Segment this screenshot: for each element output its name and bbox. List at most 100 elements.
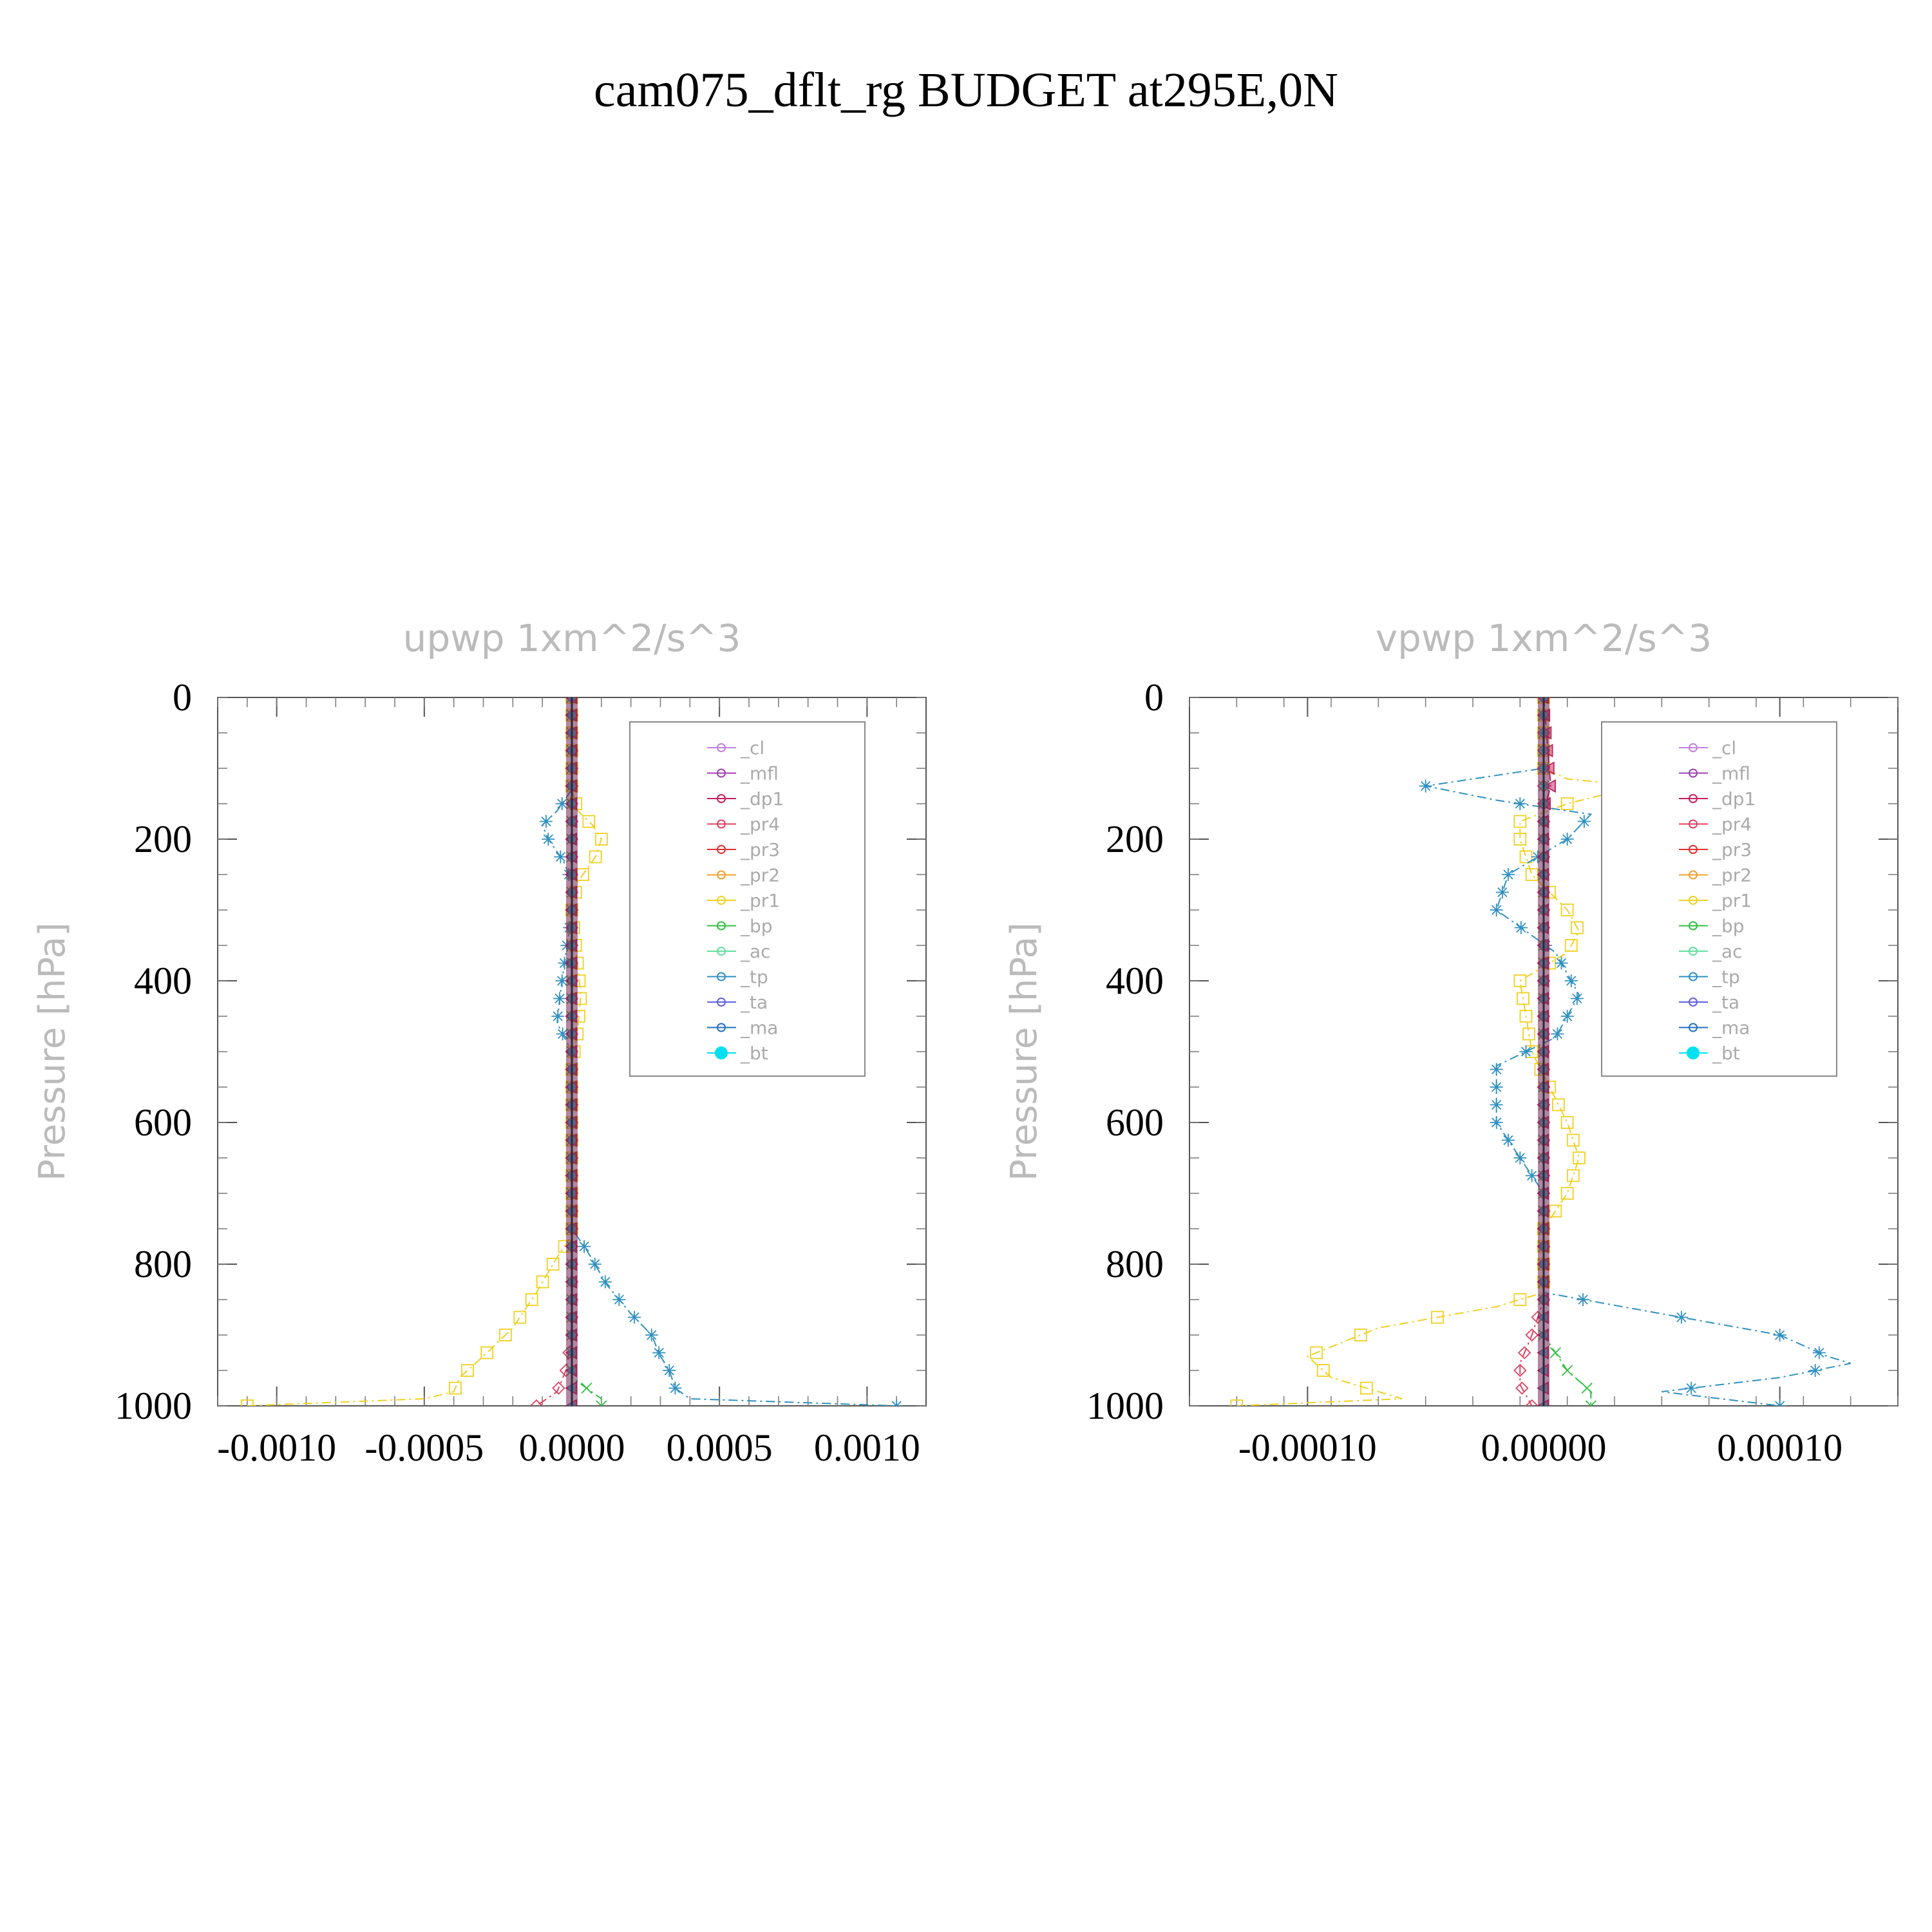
- legend-label: _bt: [740, 1043, 768, 1064]
- marker: [1564, 974, 1578, 987]
- marker: [555, 974, 569, 987]
- marker: [1585, 1400, 1596, 1406]
- marker: [1577, 815, 1591, 828]
- marker: [1310, 1346, 1323, 1359]
- marker: [645, 1329, 658, 1341]
- marker: [1773, 1329, 1786, 1341]
- legend-swatch-marker: [717, 947, 726, 956]
- marker: [525, 1293, 538, 1306]
- legend-label: _cl: [740, 737, 764, 759]
- marker: [1517, 1346, 1531, 1359]
- marker: [1230, 1399, 1244, 1406]
- marker: [1522, 1027, 1535, 1041]
- marker: [1560, 1116, 1574, 1129]
- legend-label: _ma: [1712, 1018, 1750, 1039]
- marker: [1513, 833, 1527, 846]
- legend-label: _ac: [1712, 941, 1743, 962]
- legend-swatch-marker: [1689, 998, 1698, 1007]
- marker: [555, 797, 569, 810]
- data-area: [1230, 697, 1851, 1406]
- marker: [1519, 1045, 1533, 1058]
- legend-swatch-marker: [717, 794, 726, 803]
- legend-label: _ma: [740, 1018, 778, 1039]
- y-tick-label: 1000: [1086, 1385, 1164, 1427]
- legend-swatch-marker: [1689, 896, 1698, 905]
- data-area: [240, 697, 904, 1406]
- marker: [539, 815, 553, 828]
- marker: [1502, 1133, 1515, 1147]
- marker: [1581, 1382, 1593, 1394]
- panel-title: upwp 1xm^2/s^3: [403, 616, 741, 660]
- x-tick-label: 0.0005: [667, 1426, 773, 1469]
- legend-label: _pr4: [1712, 814, 1752, 835]
- marker: [1571, 921, 1584, 934]
- legend-label: _ta: [740, 992, 768, 1013]
- legend-swatch-marker: [715, 1046, 728, 1059]
- marker: [513, 1311, 527, 1324]
- legend-swatch-marker: [717, 921, 726, 931]
- y-tick-label: 600: [134, 1101, 192, 1144]
- legend-label: _ac: [740, 941, 771, 962]
- marker: [498, 1329, 512, 1341]
- marker: [1552, 1098, 1565, 1112]
- marker: [578, 1240, 591, 1253]
- legend: _cl _mfl _dp1 _pr4 _pr3 _pr2 _pr1 _bp _ac _tp _ta _…: [1601, 721, 1837, 1077]
- legend-swatch-marker: [1689, 794, 1698, 803]
- marker: [612, 1293, 626, 1306]
- legend-label: _dp1: [1712, 788, 1756, 810]
- marker: [556, 1027, 569, 1041]
- marker: [1513, 1151, 1527, 1164]
- y-tick-label: 800: [134, 1243, 192, 1285]
- y-tick-label: 800: [1106, 1243, 1164, 1285]
- y-tick-label: 400: [1106, 960, 1164, 1002]
- marker: [1544, 779, 1556, 793]
- marker: [1560, 1187, 1574, 1200]
- marker: [1566, 1169, 1580, 1182]
- legend-box: [629, 721, 866, 1077]
- legend-swatch-marker: [717, 896, 726, 905]
- y-tick-label: 1000: [115, 1385, 192, 1427]
- legend-label: _mfl: [1712, 763, 1750, 784]
- y-tick-label: 200: [134, 818, 192, 860]
- marker: [1490, 904, 1503, 916]
- marker: [1419, 779, 1432, 793]
- legend-swatch-marker: [717, 1023, 726, 1032]
- marker: [1555, 956, 1568, 970]
- marker: [1502, 868, 1515, 881]
- marker: [554, 850, 567, 864]
- marker: [1490, 1063, 1503, 1076]
- y-axis-label: Pressure [hPa]: [32, 922, 73, 1181]
- marker: [1525, 868, 1539, 881]
- legend-label: _dp1: [740, 788, 784, 810]
- marker: [1513, 1293, 1527, 1306]
- y-tick-label: 600: [1106, 1101, 1164, 1144]
- legend-swatch-marker: [717, 845, 726, 854]
- marker: [663, 1364, 676, 1377]
- marker: [1431, 1311, 1444, 1324]
- marker: [1514, 921, 1528, 934]
- marker: [589, 850, 602, 864]
- legend-label: _pr1: [1712, 890, 1752, 911]
- marker: [1549, 1347, 1561, 1359]
- marker: [1560, 833, 1574, 846]
- panel-vpwp: vpwp 1xm^2/s^3 Pressure [hPa] -0.00010 0.00…: [1003, 616, 1899, 1469]
- marker: [1562, 1365, 1573, 1376]
- marker: [890, 1399, 904, 1406]
- legend-swatch-marker: [717, 768, 726, 778]
- marker: [598, 1275, 612, 1289]
- x-tick-label: 0.00000: [1481, 1426, 1607, 1469]
- legend-swatch-marker: [717, 743, 726, 752]
- y-axis-label: Pressure [hPa]: [1003, 922, 1045, 1181]
- legend-label: _pr3: [740, 839, 780, 860]
- legend-swatch-marker: [1689, 743, 1698, 752]
- marker: [1525, 1169, 1539, 1182]
- marker: [581, 1382, 592, 1394]
- marker: [1513, 1363, 1527, 1378]
- marker: [1490, 1098, 1503, 1112]
- marker: [1560, 1010, 1574, 1023]
- legend-swatch-marker: [1689, 768, 1698, 778]
- marker: [1513, 974, 1527, 987]
- y-tick-label: 0: [173, 676, 192, 719]
- marker: [449, 1381, 462, 1395]
- marker: [1360, 1381, 1373, 1395]
